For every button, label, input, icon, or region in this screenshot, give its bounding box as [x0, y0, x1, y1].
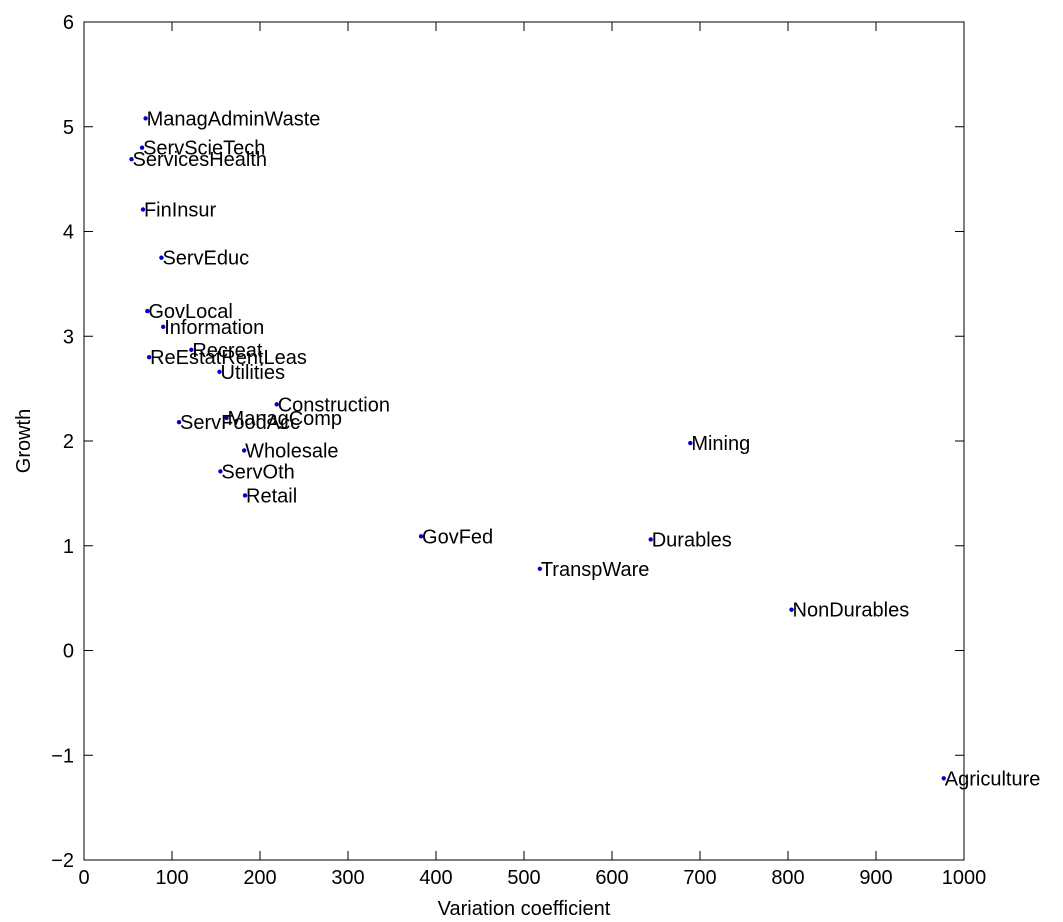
data-point — [941, 776, 946, 781]
y-tick-label: 6 — [63, 12, 74, 34]
y-tick-label: 1 — [63, 536, 74, 558]
x-tick-label: 800 — [771, 867, 804, 889]
point-label: ReEstatRentLeas — [150, 347, 307, 369]
point-label: ServScieTech — [143, 138, 265, 160]
point-label: Retail — [246, 485, 297, 507]
ticks-layer: 0 100 200 300 400 500 600 700 800 900 1000 −2 −1 0 1 2 3… — [51, 12, 986, 889]
data-point — [159, 255, 164, 260]
plot-area — [83, 21, 965, 861]
point-label: FinInsur — [144, 200, 217, 222]
point-label: Utilities — [221, 362, 285, 384]
y-tick-label: 3 — [63, 326, 74, 348]
y-tick-label: 2 — [63, 431, 74, 453]
point-label: TranspWare — [541, 559, 650, 581]
data-point — [176, 419, 182, 425]
y-tick-label: 5 — [63, 117, 74, 139]
point-label: GovFed — [422, 526, 493, 548]
x-tick-label: 600 — [595, 867, 628, 889]
x-tick-label: 700 — [683, 867, 716, 889]
data-point — [139, 145, 145, 150]
point-label: Recreat — [192, 340, 262, 362]
data-point — [418, 534, 424, 539]
point-label: Durables — [652, 529, 732, 551]
data-point — [145, 308, 150, 314]
data-point — [146, 355, 152, 360]
x-tick-label: 100 — [155, 867, 188, 889]
point-label: ManagAdminWaste — [147, 108, 321, 130]
y-tick-label: 0 — [63, 641, 74, 663]
y-axis-label: Growth — [13, 409, 35, 473]
data-point — [274, 402, 279, 407]
x-axis-label: Variation coefficient — [438, 898, 611, 920]
x-tick-label: 0 — [78, 867, 89, 889]
x-tick-label: 1000 — [942, 867, 987, 889]
data-point — [143, 116, 148, 121]
point-label: Construction — [278, 394, 390, 416]
x-tick-label: 500 — [507, 867, 540, 889]
data-point — [189, 347, 194, 353]
point-label: ServEduc — [162, 248, 249, 270]
point-label: Wholesale — [245, 440, 338, 462]
data-point — [140, 207, 146, 212]
y-tick-label: 4 — [63, 222, 74, 244]
points-layer: ManagAdminWaste ServScieTechServicesHealt… — [129, 108, 1040, 790]
data-point — [241, 448, 247, 453]
point-label: ServOth — [221, 461, 294, 483]
x-tick-label: 900 — [859, 867, 892, 889]
data-point — [648, 537, 653, 542]
point-label: ServicesHealth — [133, 149, 268, 171]
data-point — [217, 369, 222, 375]
x-tick-label: 200 — [243, 867, 276, 889]
data-point — [537, 566, 543, 571]
point-label: Information — [164, 317, 264, 339]
data-point — [129, 157, 134, 162]
x-tick-label: 400 — [419, 867, 452, 889]
data-point — [242, 493, 248, 498]
data-point — [161, 324, 166, 330]
point-label: ManagComp — [228, 408, 343, 430]
x-tick-label: 300 — [331, 867, 364, 889]
point-label: NonDurables — [793, 600, 910, 622]
point-label: GovLocal — [148, 301, 233, 323]
data-point — [224, 415, 229, 421]
point-label: Mining — [691, 433, 750, 455]
data-point — [789, 607, 794, 612]
y-tick-label: −2 — [51, 850, 74, 872]
data-point — [218, 469, 223, 474]
point-label: ServFoodAcc — [180, 412, 300, 434]
data-point — [688, 440, 693, 446]
y-tick-label: −1 — [51, 745, 74, 767]
point-label: Agriculture — [945, 768, 1041, 790]
